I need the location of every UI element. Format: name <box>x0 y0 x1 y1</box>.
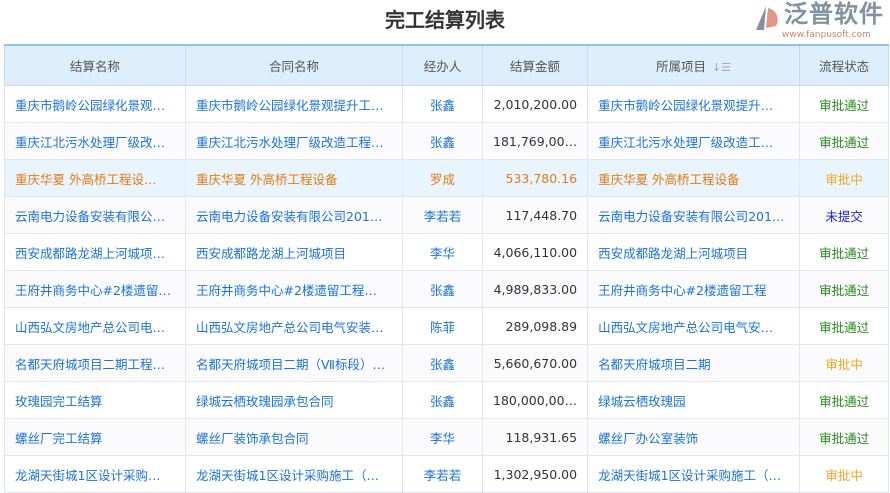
cell-contract[interactable]: 绿城云栖玫瑰园承包合同 <box>185 381 403 419</box>
cell-project[interactable]: 螺丝厂办公室装饰 <box>587 418 801 456</box>
cell-name[interactable]: 云南电力设备安装有限公… <box>4 196 186 234</box>
table-row[interactable]: 王府井商务中心#2楼遗留… 王府井商务中心#2楼遗留工程… 张鑫 4,989,833.… <box>4 270 890 308</box>
cell-handler: 李若若 <box>402 455 483 493</box>
cell-contract[interactable]: 名都天府城项目二期（Ⅶ标段）… <box>185 344 403 382</box>
cell-amount: 533,780.16 <box>481 159 589 197</box>
cell-status: 审批中 <box>799 159 890 197</box>
cell-amount: 5,660,670.00 <box>481 344 589 382</box>
table-row[interactable]: 重庆江北污水处理厂级改… 重庆江北污水处理厂级改造工程… 张鑫 181,769,00…… <box>4 122 890 160</box>
table-row[interactable]: 西安成都路龙湖上河城项… 西安成都路龙湖上河城项目 李华 4,066,110.00 西安… <box>4 233 890 271</box>
cell-handler: 李华 <box>402 233 483 271</box>
col-header-name[interactable]: 结算名称 <box>4 44 186 86</box>
cell-status: 审批通过 <box>799 233 890 271</box>
cell-amount: 181,769,00… <box>481 122 589 160</box>
cell-status: 审批中 <box>799 455 890 493</box>
cell-name[interactable]: 龙湖天街城1区设计采购… <box>4 455 186 493</box>
cell-status: 审批通过 <box>799 122 890 160</box>
cell-status: 审批通过 <box>799 270 890 308</box>
cell-name[interactable]: 重庆江北污水处理厂级改… <box>4 122 186 160</box>
cell-project[interactable]: 西安成都路龙湖上河城项目 <box>587 233 801 271</box>
cell-contract[interactable]: 螺丝厂装饰承包合同 <box>185 418 403 456</box>
cell-name[interactable]: 重庆市鹅岭公园绿化景观… <box>4 85 186 123</box>
cell-amount: 180,000,00… <box>481 381 589 419</box>
col-header-contract[interactable]: 合同名称 <box>185 44 403 86</box>
cell-handler: 张鑫 <box>402 85 483 123</box>
cell-name[interactable]: 螺丝厂完工结算 <box>4 418 186 456</box>
table-row[interactable]: 山西弘文房地产总公司电… 山西弘文房地产总公司电气安装… 陈菲 289,098.89 山… <box>4 307 890 345</box>
table-row[interactable]: 名都天府城项目二期工程… 名都天府城项目二期（Ⅶ标段）… 张鑫 5,660,670.0… <box>4 344 890 382</box>
table-row[interactable]: 螺丝厂完工结算 螺丝厂装饰承包合同 李华 118,931.65 螺丝厂办公室装饰 审批通过 <box>4 418 890 456</box>
cell-project[interactable]: 龙湖天街城1区设计采购施工（… <box>587 455 801 493</box>
cell-contract[interactable]: 王府井商务中心#2楼遗留工程… <box>185 270 403 308</box>
col-header-status[interactable]: 流程状态 <box>799 44 890 86</box>
cell-contract[interactable]: 云南电力设备安装有限公司201… <box>185 196 403 234</box>
cell-contract[interactable]: 重庆华夏 外高桥工程设备 <box>185 159 403 197</box>
cell-handler: 张鑫 <box>402 381 483 419</box>
cell-amount: 2,010,200.00 <box>481 85 589 123</box>
watermark-url: www.fanpusoft.com <box>782 30 871 40</box>
cell-status: 审批通过 <box>799 85 890 123</box>
cell-contract[interactable]: 西安成都路龙湖上河城项目 <box>185 233 403 271</box>
cell-handler: 李华 <box>402 418 483 456</box>
fanpu-logo-icon <box>756 6 778 30</box>
cell-status: 审批中 <box>799 344 890 382</box>
cell-name[interactable]: 西安成都路龙湖上河城项… <box>4 233 186 271</box>
table-row[interactable]: 玫瑰园完工结算 绿城云栖玫瑰园承包合同 张鑫 180,000,00… 绿城云栖玫瑰园 审批… <box>4 381 890 419</box>
table-row[interactable]: 云南电力设备安装有限公… 云南电力设备安装有限公司201… 李若若 117,448.7… <box>4 196 890 234</box>
page-title: 完工结算列表 <box>385 8 505 32</box>
cell-amount: 4,066,110.00 <box>481 233 589 271</box>
cell-contract[interactable]: 重庆市鹅岭公园绿化景观提升工… <box>185 85 403 123</box>
cell-name[interactable]: 山西弘文房地产总公司电… <box>4 307 186 345</box>
cell-project[interactable]: 重庆华夏 外高桥工程设备 <box>587 159 801 197</box>
col-header-handler[interactable]: 经办人 <box>402 44 483 86</box>
cell-project[interactable]: 重庆江北污水处理厂级改造工… <box>587 122 801 160</box>
cell-handler: 张鑫 <box>402 122 483 160</box>
col-header-project[interactable]: 所属项目 ↓☰ <box>587 44 801 86</box>
watermark-text: 泛普软件 <box>784 0 884 28</box>
cell-handler: 罗成 <box>402 159 483 197</box>
table-row[interactable]: 重庆市鹅岭公园绿化景观… 重庆市鹅岭公园绿化景观提升工… 张鑫 2,010,200.0… <box>4 85 890 123</box>
cell-contract[interactable]: 龙湖天街城1区设计采购施工（… <box>185 455 403 493</box>
cell-handler: 张鑫 <box>402 344 483 382</box>
cell-name[interactable]: 玫瑰园完工结算 <box>4 381 186 419</box>
cell-status: 审批通过 <box>799 381 890 419</box>
cell-project[interactable]: 山西弘文房地产总公司电气安… <box>587 307 801 345</box>
table-row[interactable]: 龙湖天街城1区设计采购… 龙湖天街城1区设计采购施工（… 李若若 1,302,950.… <box>4 455 890 493</box>
cell-name[interactable]: 重庆华夏 外高桥工程设… <box>4 159 186 197</box>
cell-amount: 289,098.89 <box>481 307 589 345</box>
cell-name[interactable]: 名都天府城项目二期工程… <box>4 344 186 382</box>
cell-handler: 陈菲 <box>402 307 483 345</box>
sort-icon[interactable]: ↓☰ <box>712 61 732 74</box>
cell-project[interactable]: 重庆市鹅岭公园绿化景观提升… <box>587 85 801 123</box>
col-header-project-label: 所属项目 <box>656 59 707 74</box>
watermark: 泛普软件 www.fanpusoft.com <box>752 0 888 43</box>
settlement-table: 结算名称 合同名称 经办人 结算金额 所属项目 ↓☰ 流程状态 重庆市鹅岭公园绿化… <box>4 44 890 493</box>
cell-handler: 李若若 <box>402 196 483 234</box>
cell-amount: 118,931.65 <box>481 418 589 456</box>
cell-amount: 117,448.70 <box>481 196 589 234</box>
cell-amount: 1,302,950.00 <box>481 455 589 493</box>
col-header-amount[interactable]: 结算金额 <box>481 44 589 86</box>
cell-project[interactable]: 云南电力设备安装有限公司201… <box>587 196 801 234</box>
table-row[interactable]: 重庆华夏 外高桥工程设… 重庆华夏 外高桥工程设备 罗成 533,780.16 重庆华夏… <box>4 159 890 197</box>
cell-contract[interactable]: 山西弘文房地产总公司电气安装… <box>185 307 403 345</box>
cell-project[interactable]: 王府井商务中心#2楼遗留工程 <box>587 270 801 308</box>
cell-project[interactable]: 名都天府城项目二期 <box>587 344 801 382</box>
cell-contract[interactable]: 重庆江北污水处理厂级改造工程… <box>185 122 403 160</box>
cell-status: 未提交 <box>799 196 890 234</box>
cell-project[interactable]: 绿城云栖玫瑰园 <box>587 381 801 419</box>
cell-name[interactable]: 王府井商务中心#2楼遗留… <box>4 270 186 308</box>
cell-amount: 4,989,833.00 <box>481 270 589 308</box>
cell-status: 审批通过 <box>799 307 890 345</box>
table-header: 结算名称 合同名称 经办人 结算金额 所属项目 ↓☰ 流程状态 <box>4 44 890 86</box>
cell-status: 审批通过 <box>799 418 890 456</box>
cell-handler: 张鑫 <box>402 270 483 308</box>
